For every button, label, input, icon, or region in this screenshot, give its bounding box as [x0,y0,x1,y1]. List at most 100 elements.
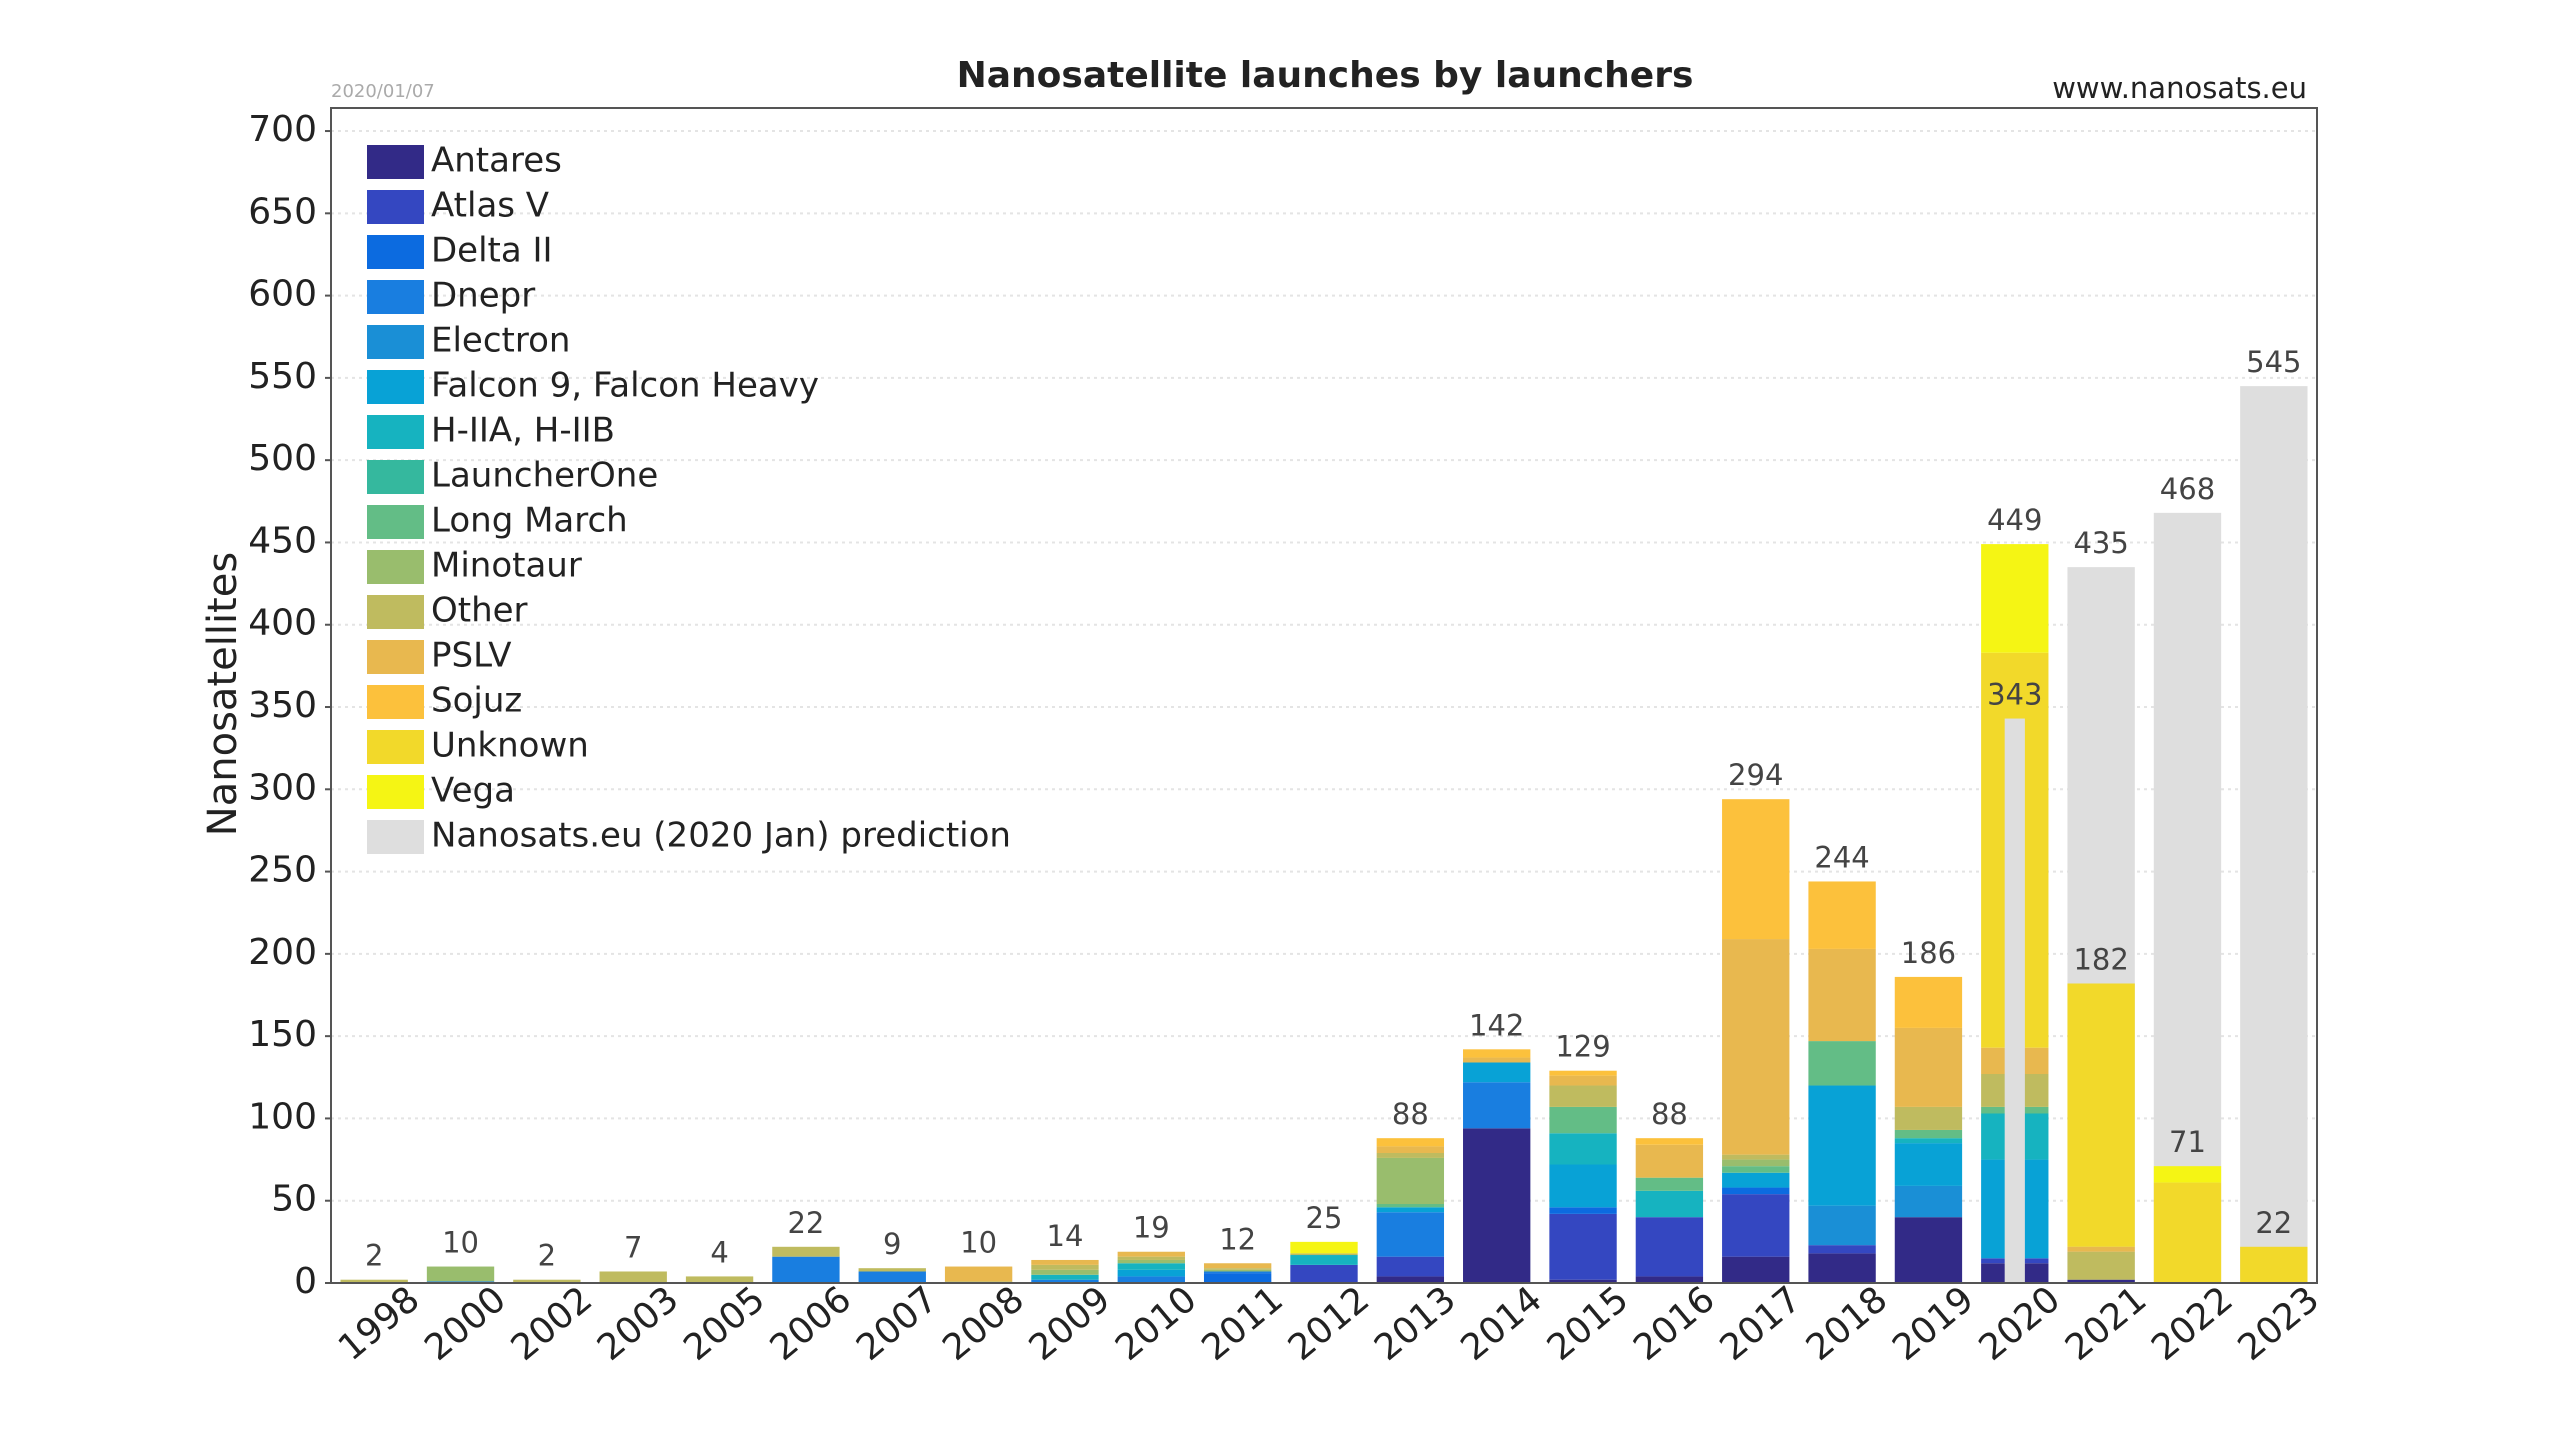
bar-segment [1808,948,1876,1042]
x-tick-label: 2016 [1626,1279,1723,1369]
legend-swatch [367,595,424,629]
bar-segment [1031,1274,1099,1280]
x-tick-label: 2019 [1885,1279,1982,1369]
bar-segment [1808,1245,1876,1254]
bar-segment [1549,1085,1617,1107]
bar-segment [858,1271,926,1283]
bar-segment [1722,1172,1790,1188]
bar-segment [2067,1246,2135,1252]
total-label: 186 [1901,936,1956,970]
y-tick-label: 350 [248,685,317,726]
bar-segment [1549,1207,1617,1214]
total-label: 14 [1047,1219,1084,1253]
bar-segment [1290,1264,1358,1283]
bar-segment [1463,1082,1531,1129]
bar-segment [1808,881,1876,949]
bar-segment [1635,1217,1704,1277]
plot-frame [330,107,2318,1284]
bar-segment [1203,1268,1272,1270]
bar-segment [1463,1062,1531,1083]
bar-segment [1894,1138,1963,1144]
legend-label: Delta II [431,231,553,271]
bar-segment [1722,1159,1790,1167]
bar-segment [1635,1276,1704,1283]
x-tick-label: 2021 [2058,1279,2155,1369]
total-label: 2 [538,1239,556,1273]
bar-segment [2067,983,2135,1247]
bar-segment [1203,1269,1272,1272]
x-tick-label: 2015 [1540,1279,1637,1369]
bar-segment [858,1268,926,1272]
y-tick-label: 300 [248,767,317,808]
bar-segment [944,1266,1013,1282]
x-tick-label: 2018 [1799,1279,1896,1369]
bar-segment [1549,1164,1617,1208]
total-label: 71 [2169,1125,2206,1159]
y-tick-label: 550 [248,356,317,397]
y-axis-label: Nanosatellites [200,552,246,836]
x-tick-label: 2007 [849,1279,946,1369]
x-tick-label: 2020 [1972,1279,2069,1369]
legend-swatch [367,325,424,359]
bar-segment [426,1266,495,1282]
bar-segment [1031,1279,1099,1283]
x-tick-label: 2012 [1281,1279,1378,1369]
total-label: 12 [1219,1222,1256,1256]
bar-segment [1117,1263,1185,1270]
total-label: 129 [1555,1030,1610,1064]
bar-segment [1376,1256,1445,1277]
chart-title: Nanosatellite launches by launchers [957,55,1694,96]
bar-segment [599,1271,667,1283]
bar-segment [1635,1177,1704,1191]
bar-segment [2067,1251,2135,1280]
x-tick-label: 2005 [676,1279,773,1369]
legend-swatch [367,640,424,674]
bar-segment [1635,1138,1704,1145]
legend-label: Vega [431,771,515,811]
legend-label: Unknown [431,726,589,766]
legend-label: Nanosats.eu (2020 Jan) prediction [431,816,1011,856]
total-label: 182 [2073,942,2128,976]
bar-segment [1376,1157,1445,1205]
bar-segment [1203,1271,1272,1274]
bar-segment [1290,1253,1358,1256]
legend-swatch [367,280,424,314]
legend-label: Other [431,591,528,631]
date: 2020/01/07 [331,81,435,102]
total-label: 10 [442,1226,479,1260]
bar-segment [1290,1255,1358,1265]
bar-segment [1635,1144,1704,1178]
legend-swatch [367,145,424,179]
x-tick-label: 2002 [504,1279,601,1369]
y-tick-label: 200 [248,932,317,973]
bar-segment [1376,1146,1445,1153]
bar-segment [685,1276,754,1283]
total-label: 449 [1987,503,2042,537]
x-tick-label: 2000 [417,1279,514,1369]
total-label: 22 [2255,1206,2292,1240]
total-label: 2 [365,1239,383,1273]
x-tick-label: 2022 [2144,1279,2241,1369]
bar-segment [1376,1212,1445,1257]
bar-segment [1981,544,2049,653]
bar-segment [1203,1263,1272,1269]
bar-segment [1894,1185,1963,1218]
bar-segment [1117,1256,1185,1260]
total-label: 294 [1728,758,1783,792]
bar-segment [1722,1194,1790,1257]
y-tick-label: 600 [248,274,317,315]
bar-segment [1894,976,1963,1028]
total-label: 4 [710,1235,728,1269]
bar-segment [1117,1276,1185,1283]
x-tick-label: 2008 [935,1279,1032,1369]
y-tick-label: 50 [271,1179,317,1220]
legend-label: H-IIA, H-IIB [431,411,615,451]
legend-swatch [367,460,424,494]
legend-swatch [367,820,424,854]
bar-segment [1635,1190,1704,1218]
y-tick-label: 500 [248,438,317,479]
bar-segment [1376,1204,1445,1208]
x-tick-label: 2014 [1453,1279,1550,1369]
bar-segment [1894,1129,1963,1139]
total-label: 88 [1392,1097,1429,1131]
